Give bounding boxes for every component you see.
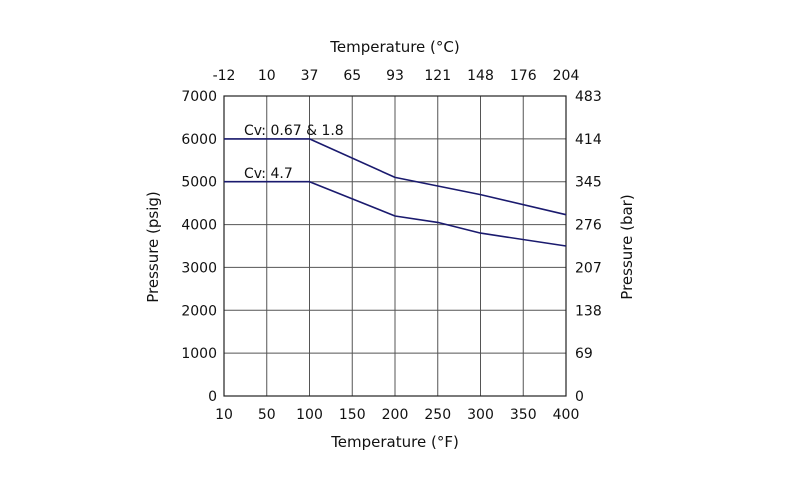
y-right-tick-label: 276 bbox=[575, 218, 602, 234]
x-axis-bottom-title: Temperature (°F) bbox=[330, 433, 459, 451]
x-top-tick-label: 204 bbox=[553, 68, 580, 84]
y-left-tick-label: 0 bbox=[208, 389, 217, 405]
x-bottom-tick-label: 50 bbox=[258, 407, 276, 423]
y-left-tick-label: 1000 bbox=[181, 346, 217, 362]
x-axis-top-title: Temperature (°C) bbox=[329, 38, 459, 56]
x-bottom-tick-label: 350 bbox=[510, 407, 537, 423]
y-right-tick-label: 345 bbox=[575, 175, 602, 191]
grid bbox=[224, 96, 566, 396]
y-axis-right-title: Pressure (bar) bbox=[618, 194, 636, 299]
y-left-tick-label: 5000 bbox=[181, 175, 217, 191]
x-bottom-tick-label: 250 bbox=[424, 407, 451, 423]
x-top-tick-label: -12 bbox=[213, 68, 236, 84]
x-bottom-tick-label: 400 bbox=[553, 407, 580, 423]
y-left-tick-label: 4000 bbox=[181, 218, 217, 234]
tick-labels: 10 50 100 150 200 250 300 350 400 -12 10 37 65 93 121 1… bbox=[181, 68, 601, 423]
series-label-cv-0-67-1-8: Cv: 0.67 & 1.8 bbox=[244, 123, 344, 139]
x-bottom-tick-label: 100 bbox=[296, 407, 323, 423]
x-top-tick-label: 176 bbox=[510, 68, 537, 84]
x-bottom-tick-label: 150 bbox=[339, 407, 366, 423]
y-right-tick-label: 69 bbox=[575, 346, 593, 362]
x-bottom-tick-label: 10 bbox=[215, 407, 233, 423]
y-axis-left-title: Pressure (psig) bbox=[144, 191, 162, 303]
x-top-tick-label: 93 bbox=[386, 68, 404, 84]
y-left-tick-label: 7000 bbox=[181, 89, 217, 105]
series-label-cv-4-7: Cv: 4.7 bbox=[244, 166, 293, 182]
y-right-tick-label: 0 bbox=[575, 389, 584, 405]
x-top-tick-label: 37 bbox=[301, 68, 319, 84]
y-left-tick-label: 3000 bbox=[181, 260, 217, 276]
y-right-tick-label: 483 bbox=[575, 89, 602, 105]
x-top-tick-label: 10 bbox=[258, 68, 276, 84]
x-bottom-tick-label: 200 bbox=[382, 407, 409, 423]
y-right-tick-label: 207 bbox=[575, 260, 602, 276]
x-bottom-tick-label: 300 bbox=[467, 407, 494, 423]
y-left-tick-label: 2000 bbox=[181, 303, 217, 319]
x-top-tick-label: 148 bbox=[467, 68, 494, 84]
y-left-tick-label: 6000 bbox=[181, 132, 217, 148]
y-right-tick-label: 414 bbox=[575, 132, 602, 148]
y-right-tick-label: 138 bbox=[575, 303, 602, 319]
x-top-tick-label: 121 bbox=[424, 68, 451, 84]
x-top-tick-label: 65 bbox=[343, 68, 361, 84]
